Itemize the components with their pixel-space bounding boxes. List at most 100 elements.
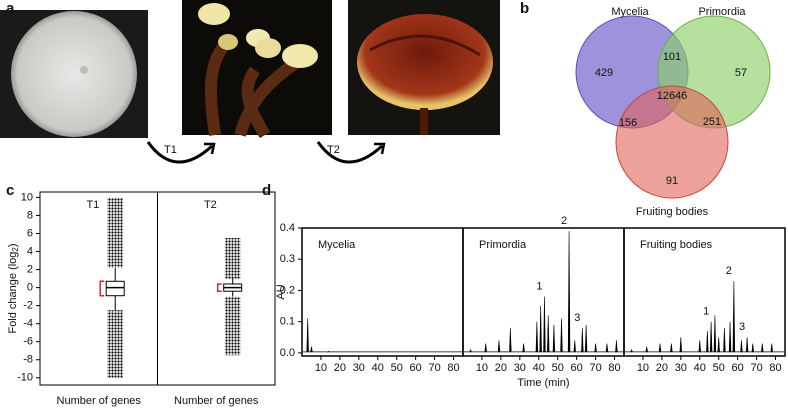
outliers bbox=[107, 197, 124, 268]
x-axis-label: Number of genes bbox=[174, 395, 259, 407]
peak bbox=[709, 321, 713, 353]
peak-label: 1 bbox=[536, 281, 542, 293]
x-tick-label: 10 bbox=[476, 362, 488, 374]
x-tick-label: 50 bbox=[713, 362, 725, 374]
set-label: Mycelia bbox=[611, 6, 649, 18]
peak bbox=[484, 343, 487, 353]
step-label: T1 bbox=[164, 144, 177, 156]
plot-frame bbox=[39, 191, 158, 386]
peak bbox=[552, 324, 556, 353]
peak bbox=[751, 343, 755, 353]
x-tick-label: 20 bbox=[495, 362, 507, 374]
x-tick-label: 70 bbox=[428, 362, 440, 374]
peak bbox=[615, 340, 618, 353]
x-tick-label: 40 bbox=[533, 362, 545, 374]
y-tick-label: 4 bbox=[27, 245, 33, 257]
y-axis-label: AU bbox=[275, 284, 287, 299]
panel-label: d bbox=[262, 182, 271, 199]
y-axis-label-text: Fold change (log bbox=[7, 252, 19, 334]
peak bbox=[539, 306, 542, 353]
peak bbox=[306, 318, 309, 353]
peak bbox=[594, 343, 597, 353]
peak-label: 1 bbox=[703, 306, 709, 318]
panel-title: Fruiting bodies bbox=[640, 239, 713, 251]
panel-title: T1 bbox=[86, 199, 99, 211]
region-count: 156 bbox=[619, 117, 637, 129]
x-tick-label: 30 bbox=[514, 362, 526, 374]
region-count: 12646 bbox=[657, 90, 688, 102]
peak bbox=[706, 331, 709, 353]
peak bbox=[310, 346, 313, 353]
y-axis-label-subscript: 2 bbox=[11, 247, 20, 252]
panel-label: b bbox=[520, 0, 529, 17]
x-tick-label: 80 bbox=[769, 362, 781, 374]
region-count: 101 bbox=[663, 51, 681, 63]
step-label: T2 bbox=[327, 144, 340, 156]
outliers bbox=[224, 296, 241, 356]
photo-mycelia bbox=[0, 10, 148, 138]
panel-label: a bbox=[6, 0, 15, 17]
x-tick-label: 50 bbox=[552, 362, 564, 374]
peak-label: 3 bbox=[574, 312, 580, 324]
peak bbox=[630, 348, 633, 353]
peak bbox=[560, 318, 563, 353]
x-tick-label: 70 bbox=[589, 362, 601, 374]
y-tick-label: 0.3 bbox=[280, 253, 295, 265]
x-axis-label: Number of genes bbox=[57, 395, 142, 407]
x-tick-label: 30 bbox=[353, 362, 365, 374]
peak bbox=[745, 337, 749, 353]
iqr-bracket bbox=[99, 280, 105, 297]
photo-primordia bbox=[182, 0, 332, 139]
y-tick-label: -8 bbox=[23, 354, 33, 366]
y-tick-label: -10 bbox=[17, 372, 33, 384]
x-tick-label: 60 bbox=[732, 362, 744, 374]
peak bbox=[717, 337, 720, 353]
peak bbox=[573, 340, 576, 353]
set-label: Fruiting bodies bbox=[636, 206, 709, 218]
venn bbox=[575, 15, 771, 199]
peak-label: 2 bbox=[726, 265, 732, 277]
peak bbox=[645, 346, 648, 353]
venn-circle bbox=[615, 85, 729, 199]
x-tick-label: 10 bbox=[315, 362, 327, 374]
y-tick-label: 6 bbox=[27, 227, 33, 239]
panel-label: c bbox=[6, 182, 14, 199]
peak bbox=[567, 231, 571, 353]
x-tick-label: 40 bbox=[694, 362, 706, 374]
x-tick-label: 10 bbox=[637, 362, 649, 374]
y-tick-label: 8 bbox=[27, 209, 33, 221]
y-tick-label: 0.2 bbox=[280, 284, 295, 296]
panel-title: T2 bbox=[204, 199, 217, 211]
peak bbox=[658, 343, 662, 353]
peak bbox=[605, 343, 609, 353]
x-tick-label: 30 bbox=[675, 362, 687, 374]
peak bbox=[728, 321, 732, 353]
peak bbox=[584, 324, 588, 353]
peak bbox=[698, 340, 701, 353]
peak bbox=[535, 321, 539, 353]
x-tick-label: 60 bbox=[571, 362, 583, 374]
y-tick-label: 0 bbox=[27, 282, 33, 294]
peak bbox=[770, 343, 773, 353]
x-tick-label: 60 bbox=[410, 362, 422, 374]
y-axis-label: Fold change (log2) bbox=[7, 243, 20, 333]
peak bbox=[670, 343, 673, 353]
y-tick-label: 0.4 bbox=[280, 222, 295, 234]
x-tick-label: 70 bbox=[750, 362, 762, 374]
x-tick-label: 20 bbox=[656, 362, 668, 374]
y-tick-label: -6 bbox=[23, 336, 33, 348]
x-tick-label: 50 bbox=[391, 362, 403, 374]
peak bbox=[740, 340, 743, 353]
peak bbox=[522, 343, 525, 353]
peak bbox=[679, 337, 683, 353]
y-tick-label: 0.0 bbox=[280, 347, 295, 359]
x-axis-label: Time (min) bbox=[517, 377, 569, 389]
arrows bbox=[146, 141, 386, 164]
set-label: Primordia bbox=[698, 6, 746, 18]
peak bbox=[761, 343, 764, 353]
y-tick-label: 0.1 bbox=[280, 316, 295, 328]
y-tick-label: 2 bbox=[27, 263, 33, 275]
region-count: 429 bbox=[595, 67, 613, 79]
panel-title: Mycelia bbox=[318, 239, 356, 251]
